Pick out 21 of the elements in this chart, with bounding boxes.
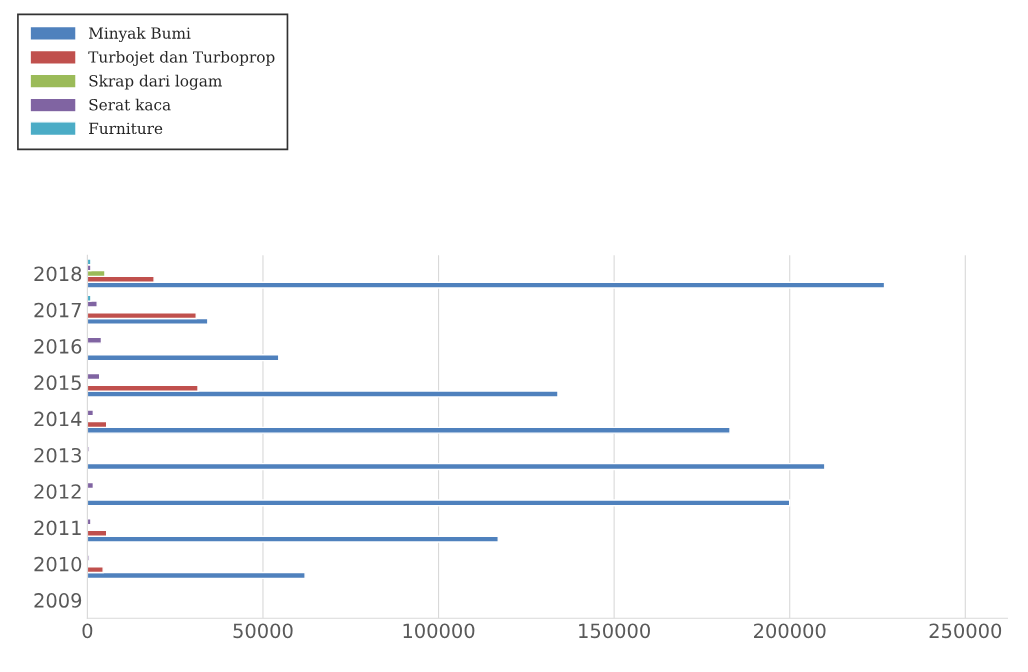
x-tick-label: 200000 [754,623,826,639]
y-tick-label: 2012 [34,484,81,499]
x-tick-label: 250000 [929,623,1002,639]
y-tick-label: 2018 [34,266,82,282]
x-tick-label: 0 [82,623,93,639]
y-tick-label: 2013 [34,447,81,463]
x-tick-label: 100000 [403,623,475,639]
legend-label: Serat kaca [89,98,171,111]
legend-label: Skrap dari logam [89,74,222,90]
x-tick-label: 50000 [233,623,293,639]
y-tick-label: 2010 [34,556,82,572]
y-tick-label: 2015 [34,375,81,391]
y-tick-label: 2016 [34,339,82,354]
legend-label: Turbojet dan Turboprop [88,50,275,66]
legend-label: Minyak Bumi [88,27,191,43]
y-tick-label: 2011 [34,520,81,536]
legend-label: Furniture [89,122,163,135]
y-tick-label: 2014 [34,411,82,427]
y-tick-label: 2017 [34,302,81,318]
y-tick-label: 2009 [34,593,82,608]
x-tick-label: 150000 [579,623,650,639]
